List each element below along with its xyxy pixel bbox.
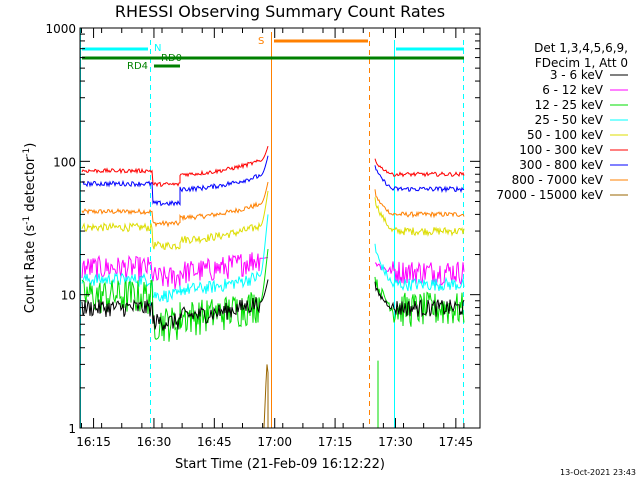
x-tick-label: 16:30 [137,435,172,449]
legend-label: 50 - 100 keV [527,128,604,142]
flag-label: RD4 [127,61,148,72]
y-axis-label-part3: ) [23,143,38,148]
background-layer [80,28,464,428]
y-axis-label-part1: Count Rate (s [23,225,38,314]
series-line-2 [81,248,269,342]
legend-header: FDecim 1, Att 0 [535,56,628,70]
series-layer [81,145,465,429]
legend-label: 6 - 12 keV [542,83,604,97]
series-line-5 [81,145,269,188]
y-tick-label: 1000 [45,22,76,36]
legend-label: 100 - 300 keV [519,143,603,157]
series-line-5-b [374,158,465,178]
y-tick-label: 10 [61,289,76,303]
series-line-1 [81,252,269,290]
series-line-6 [81,155,269,207]
flag-label: S [258,36,264,47]
series-line-3 [81,214,269,303]
series-line-8 [263,364,269,429]
y-tick-label: 1 [68,422,76,436]
plot-frame [79,27,481,429]
footer-timestamp: 13-Oct-2021 23:43 [560,468,636,477]
y-axis-label-sup2: -1 [22,148,32,157]
series-line-7-b [374,189,465,219]
legend-label: 3 - 6 keV [550,68,604,82]
y-axis-label: Count Rate (s-1 detector-1) [22,143,38,314]
x-tick-label: 16:45 [197,435,232,449]
x-tick-label: 17:15 [318,435,353,449]
y-tick-label: 100 [53,155,76,169]
series-line-6-b [374,165,465,193]
chart-title: RHESSI Observing Summary Count Rates [115,2,445,21]
legend-label: 25 - 50 keV [535,113,604,127]
x-tick-label: 17:30 [378,435,413,449]
x-tick-label: 17:00 [257,435,292,449]
y-axis-label-part2: detector [23,156,38,216]
legend-header: Det 1,3,4,5,6,9, [534,41,628,55]
legend-label: 12 - 25 keV [535,98,604,112]
series-line-4-b [374,197,465,237]
flag-label: N [154,43,161,54]
series-line-0-b [374,281,465,318]
series-line-1-b [374,261,465,286]
series-line-0 [81,279,269,331]
flag-label: RD0 [161,53,182,64]
x-tick-label: 16:15 [76,435,111,449]
series-line-4 [81,190,269,251]
series-line-3-b [374,243,465,292]
series-line-7 [81,181,269,228]
legend: Det 1,3,4,5,6,9,FDecim 1, Att 03 - 6 keV… [496,41,628,202]
x-axis-label: Start Time (21-Feb-09 16:12:22) [175,457,385,472]
legend-label: 800 - 7000 keV [512,173,604,187]
x-tick-label: 17:45 [439,435,474,449]
y-axis-label-sup1: -1 [22,216,32,225]
legend-label: 300 - 800 keV [519,158,603,172]
axis-layer: 1 10 100 1000 16:15 16:30 16:45 17:00 17:15 17:30… [45,22,480,449]
legend-label: 7000 - 15000 keV [496,188,603,202]
